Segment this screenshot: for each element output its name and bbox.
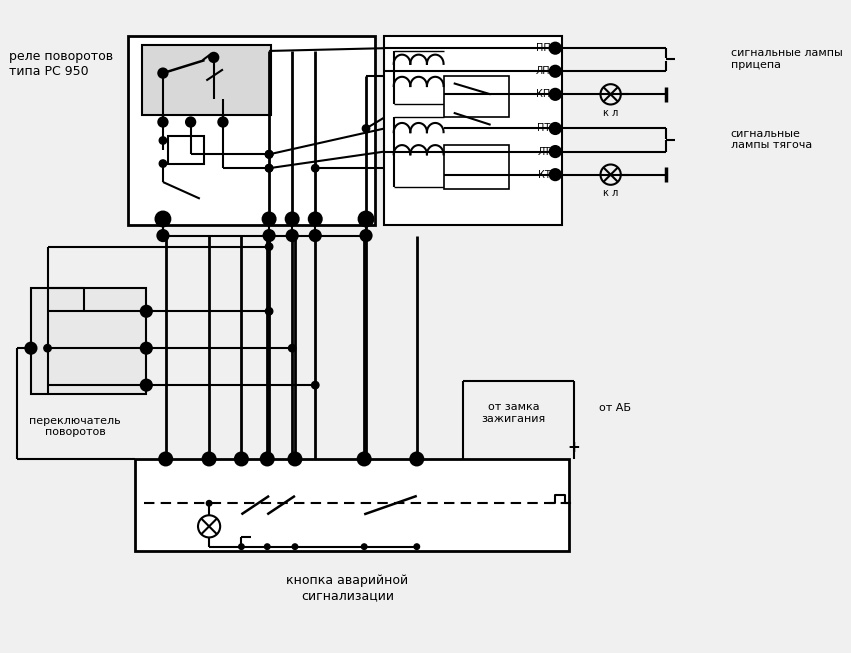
Circle shape (159, 160, 167, 167)
Circle shape (550, 89, 561, 100)
Circle shape (140, 379, 151, 390)
Circle shape (156, 212, 170, 227)
Circle shape (158, 118, 168, 127)
Circle shape (266, 165, 273, 172)
Text: ПТ: ПТ (537, 123, 551, 133)
Text: +: + (361, 212, 371, 225)
Text: кнопка аварийной
сигнализации: кнопка аварийной сигнализации (287, 574, 408, 602)
Text: от АБ: от АБ (599, 403, 631, 413)
Text: ЛБ: ЛБ (309, 231, 322, 240)
Circle shape (310, 230, 321, 241)
Text: 2: 2 (414, 454, 420, 464)
Circle shape (266, 151, 273, 158)
Circle shape (357, 453, 371, 466)
Text: от замка
зажигания: от замка зажигания (482, 402, 545, 424)
Circle shape (238, 544, 244, 549)
Text: ЛБ: ЛБ (286, 231, 299, 240)
Text: –: – (160, 231, 166, 240)
Text: КП: КП (536, 89, 551, 99)
Circle shape (140, 343, 151, 354)
Circle shape (288, 345, 296, 352)
Circle shape (158, 69, 168, 78)
Circle shape (286, 212, 299, 225)
Text: П: П (266, 231, 273, 240)
Circle shape (235, 453, 248, 466)
Circle shape (266, 151, 273, 158)
Circle shape (159, 136, 167, 144)
Text: сигнальные лампы
прицепа: сигнальные лампы прицепа (731, 48, 842, 70)
Circle shape (550, 123, 561, 134)
Circle shape (260, 453, 274, 466)
Circle shape (263, 212, 276, 225)
Bar (444, 76, 509, 118)
Text: ЛП: ЛП (536, 66, 551, 76)
Circle shape (361, 230, 372, 241)
Text: КТ: КТ (538, 170, 551, 180)
Circle shape (159, 453, 172, 466)
Circle shape (209, 53, 219, 62)
Circle shape (266, 308, 273, 315)
Circle shape (266, 243, 273, 250)
Circle shape (186, 118, 195, 127)
Circle shape (203, 453, 215, 466)
Circle shape (311, 381, 319, 389)
Bar (168, 136, 204, 163)
Bar (444, 145, 509, 189)
Text: сигнальные
лампы тягоча: сигнальные лампы тягоча (731, 129, 812, 150)
Bar (135, 459, 569, 551)
Text: ПП: ПП (536, 43, 551, 53)
Circle shape (292, 544, 298, 549)
Text: 4: 4 (292, 454, 298, 464)
Text: переключатель
поворотов: переключатель поворотов (30, 416, 121, 438)
Circle shape (219, 118, 227, 127)
Circle shape (358, 212, 374, 227)
Circle shape (311, 165, 319, 172)
Text: +: + (362, 231, 371, 240)
Circle shape (206, 500, 212, 506)
Circle shape (265, 544, 270, 549)
Circle shape (26, 343, 37, 354)
Circle shape (550, 66, 561, 77)
Circle shape (288, 453, 301, 466)
Text: ЛТ: ЛТ (538, 146, 551, 157)
Circle shape (266, 165, 273, 172)
Circle shape (157, 230, 168, 241)
Circle shape (264, 230, 275, 241)
Text: 3: 3 (238, 454, 244, 464)
Text: +: + (568, 440, 580, 455)
Circle shape (362, 544, 367, 549)
Bar (142, 46, 271, 115)
Circle shape (44, 345, 51, 352)
Circle shape (550, 169, 561, 180)
Circle shape (410, 453, 423, 466)
Circle shape (309, 212, 322, 225)
Circle shape (287, 230, 298, 241)
Text: реле поворотов
типа РС 950: реле поворотов типа РС 950 (9, 50, 113, 78)
Circle shape (140, 306, 151, 317)
Circle shape (414, 544, 420, 549)
Text: к л: к л (603, 108, 619, 118)
Circle shape (266, 151, 273, 158)
Bar (128, 36, 375, 225)
Bar (385, 36, 562, 225)
Text: 1: 1 (264, 454, 271, 464)
Text: 7: 7 (206, 454, 212, 464)
Text: 8: 8 (361, 454, 368, 464)
Text: 5: 5 (163, 454, 168, 464)
Circle shape (550, 42, 561, 54)
Text: к л: к л (603, 188, 619, 198)
Bar (31, 288, 146, 394)
Circle shape (363, 125, 369, 132)
Circle shape (550, 146, 561, 157)
Text: –: – (160, 212, 166, 225)
